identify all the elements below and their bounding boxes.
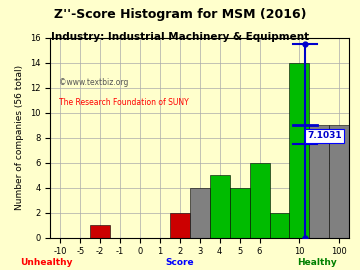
- Text: Z''-Score Histogram for MSM (2016): Z''-Score Histogram for MSM (2016): [54, 8, 306, 21]
- Bar: [230, 188, 249, 238]
- Bar: [270, 213, 289, 238]
- Text: Healthy: Healthy: [297, 258, 337, 266]
- Bar: [249, 163, 270, 238]
- Bar: [190, 188, 210, 238]
- Bar: [309, 125, 329, 238]
- Bar: [289, 63, 309, 238]
- Bar: [329, 125, 349, 238]
- Text: Unhealthy: Unhealthy: [21, 258, 73, 266]
- Text: Industry: Industrial Machinery & Equipment: Industry: Industrial Machinery & Equipme…: [51, 32, 309, 42]
- Bar: [90, 225, 110, 238]
- Y-axis label: Number of companies (56 total): Number of companies (56 total): [15, 65, 24, 210]
- Text: The Research Foundation of SUNY: The Research Foundation of SUNY: [59, 98, 189, 107]
- Bar: [210, 175, 230, 238]
- Text: ©www.textbiz.org: ©www.textbiz.org: [59, 78, 129, 87]
- Text: 7.1031: 7.1031: [307, 131, 342, 140]
- Bar: [170, 213, 190, 238]
- Text: Score: Score: [166, 258, 194, 266]
